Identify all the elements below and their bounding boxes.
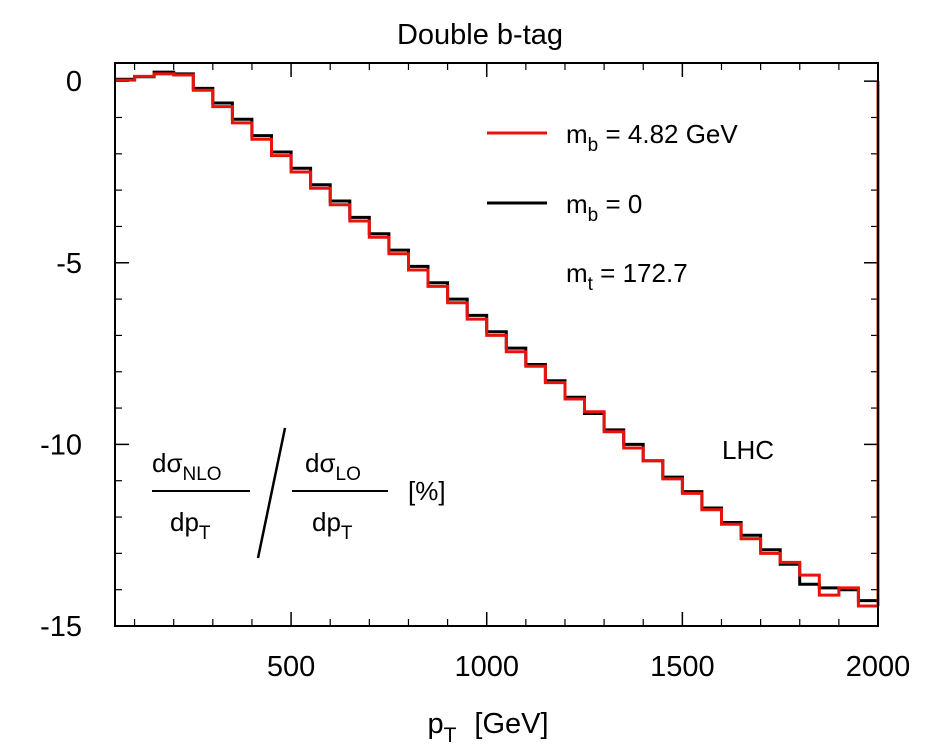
x-axis-label-sub: T — [444, 724, 457, 747]
legend-label-mb482: mb = 4.82 GeV — [566, 119, 738, 156]
x-axis-label-unit: [GeV] — [474, 708, 548, 740]
series-line-mb-482 — [115, 72, 880, 608]
annotation-lhc: LHC — [722, 435, 774, 465]
legend-label-mb0: mb = 0 — [566, 189, 642, 226]
formula-den1: dpT — [170, 507, 211, 544]
y-tick-label: -5 — [56, 248, 82, 280]
x-tick-label: 1500 — [650, 651, 715, 683]
y-tick-label: 0 — [66, 66, 82, 98]
y-tick-label: -10 — [40, 429, 82, 461]
formula-num2: dσLO — [305, 448, 361, 485]
series-layer — [115, 70, 880, 608]
x-tick-label: 500 — [267, 651, 315, 683]
axis-ticks — [115, 63, 879, 627]
x-tick-label: 1000 — [454, 651, 519, 683]
formula-num1: dσNLO — [152, 448, 222, 485]
chart-title: Double b-tag — [397, 19, 563, 51]
annotation-mt: mt = 172.7 — [566, 258, 688, 295]
x-axis-label-main: p — [427, 708, 443, 740]
ratio-formula: dσNLO dpT dσLO dpT [%] — [152, 427, 446, 559]
axis-tick-labels: 500 1000 1500 2000 0 -5 -10 -15 — [40, 66, 910, 683]
formula-den2: dpT — [312, 507, 353, 544]
formula-unit: [%] — [408, 476, 446, 506]
plot-frame — [114, 62, 879, 627]
legend: mb = 4.82 GeV mb = 0 — [487, 119, 738, 226]
x-tick-label: 2000 — [846, 651, 911, 683]
y-tick-label: -15 — [40, 611, 82, 643]
series-line-mb-0 — [115, 70, 878, 603]
formula-slash — [256, 427, 287, 559]
x-axis-label: pT [GeV] — [427, 708, 548, 747]
